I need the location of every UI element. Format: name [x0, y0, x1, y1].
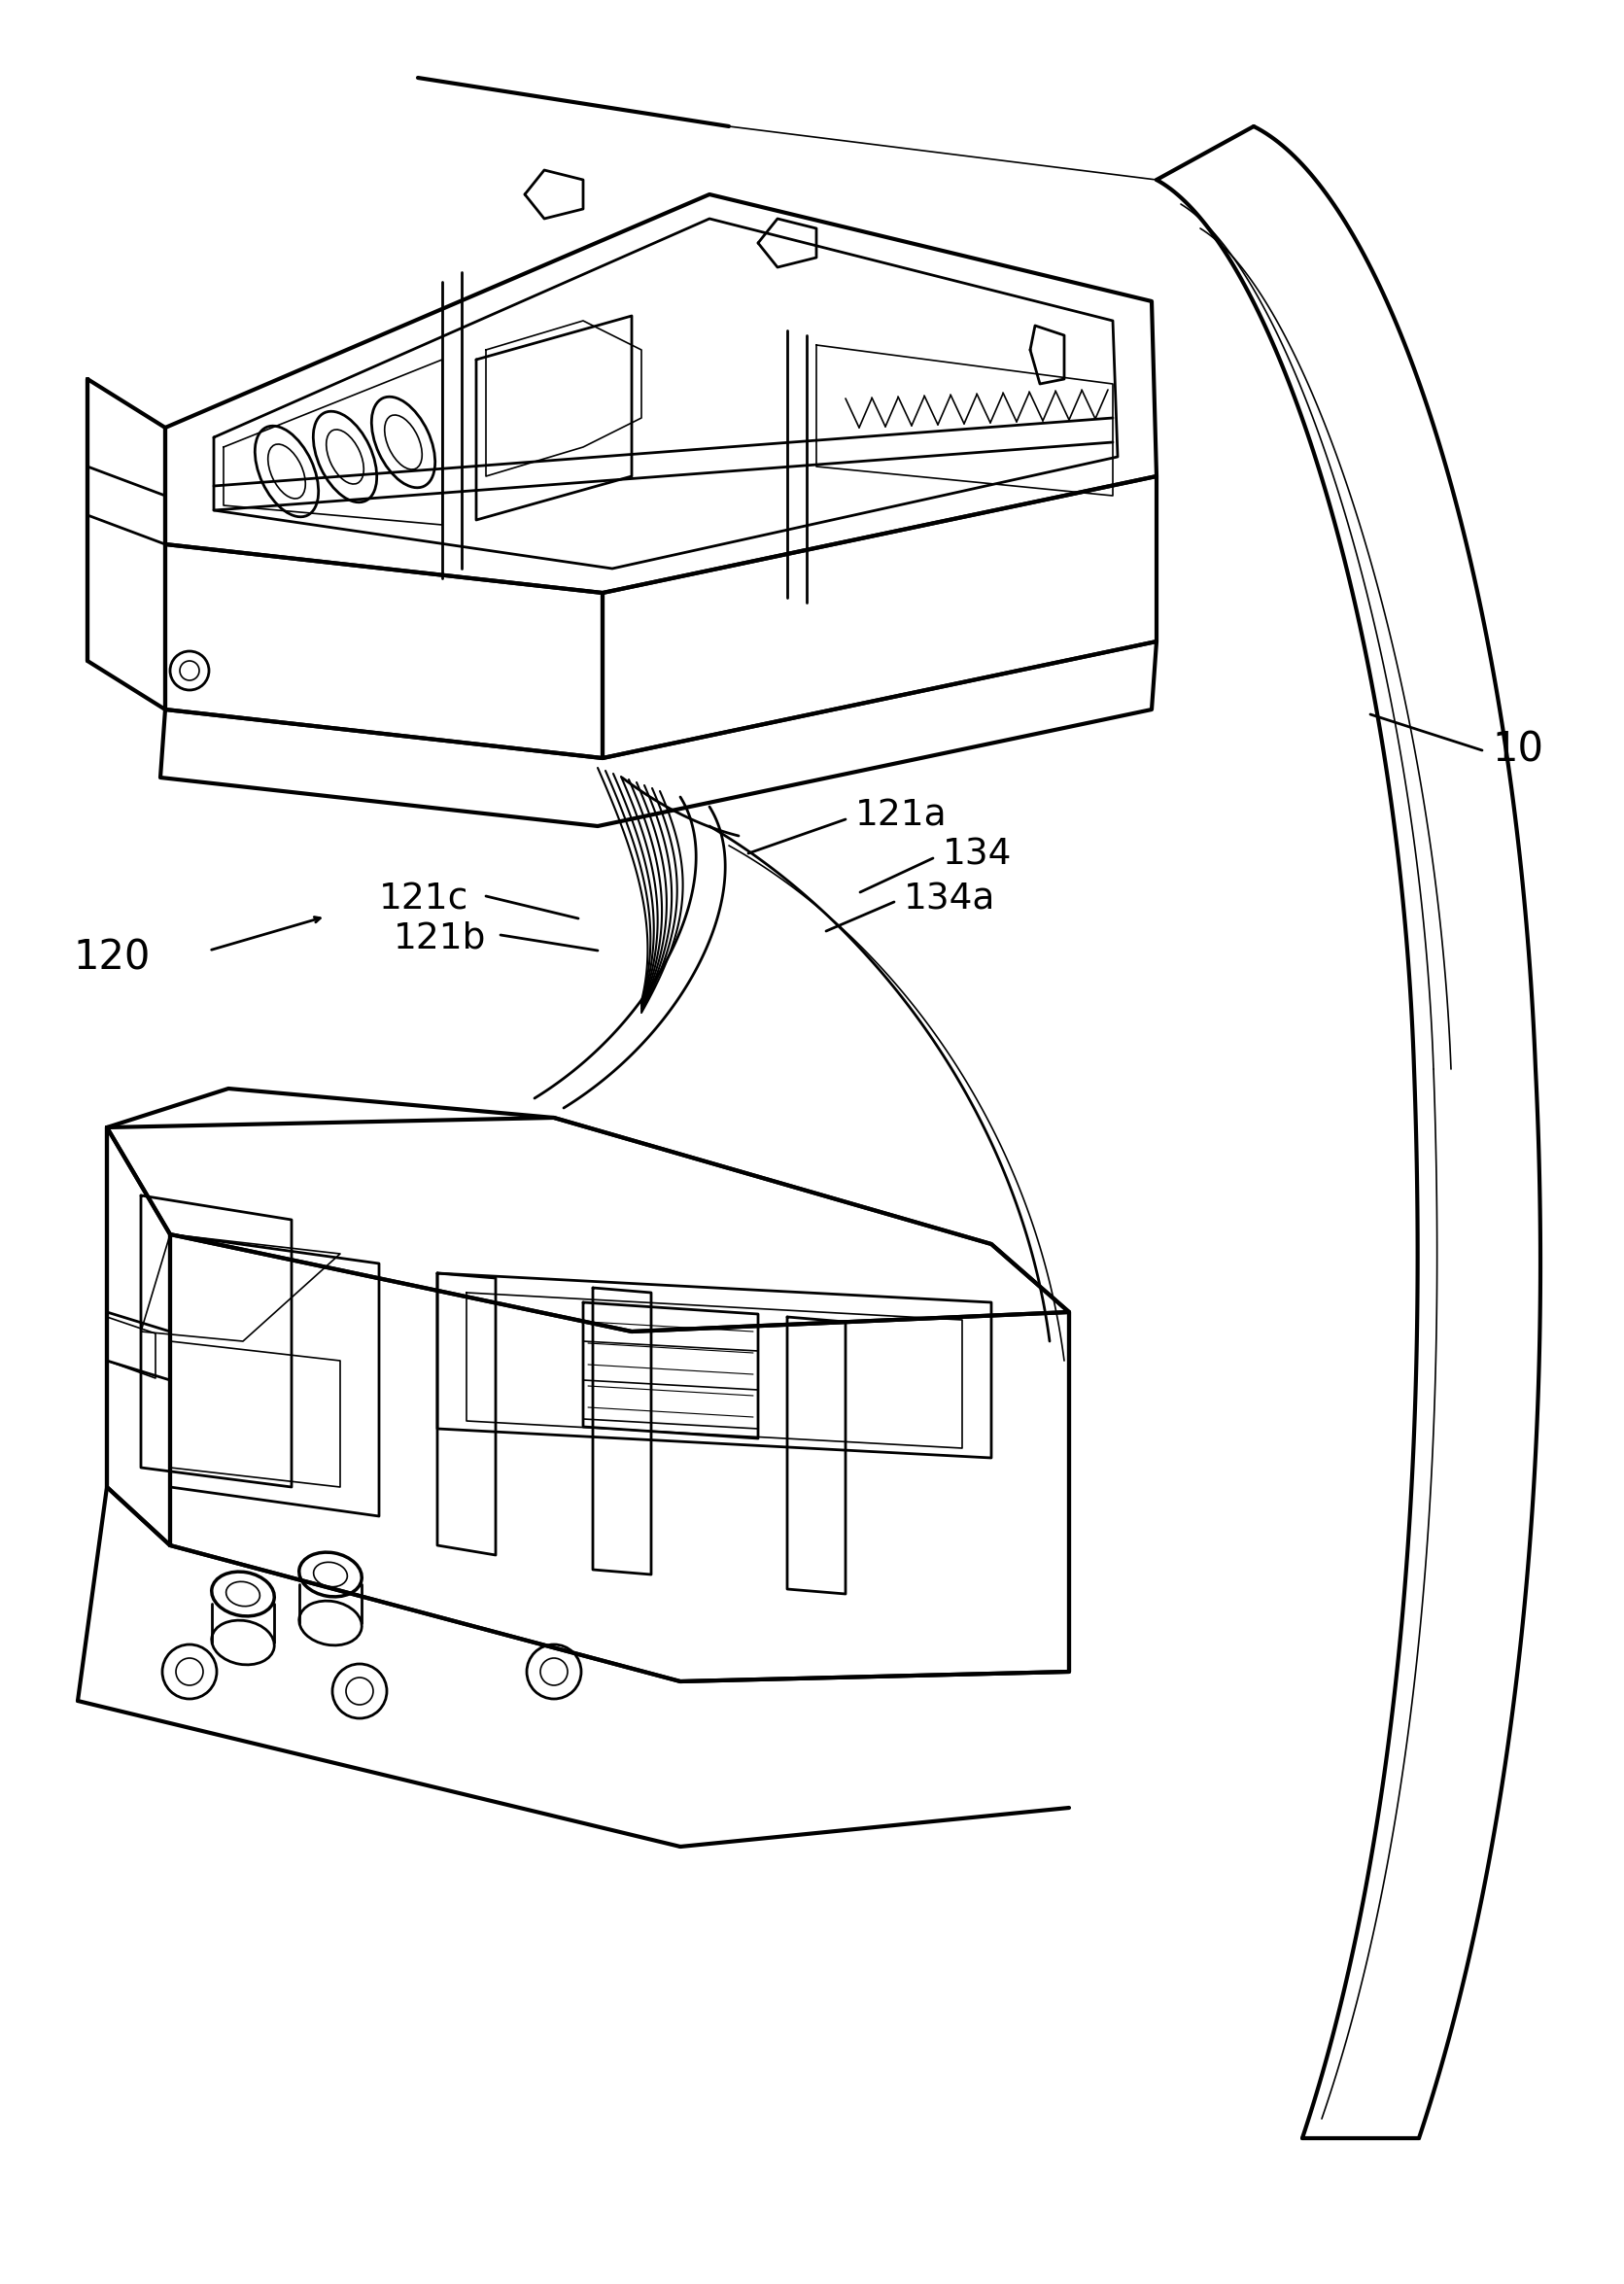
Text: 134: 134: [942, 838, 1012, 872]
Text: 120: 120: [73, 936, 151, 978]
Text: 134a: 134a: [905, 882, 996, 916]
Text: 121c: 121c: [378, 882, 469, 916]
Text: 121a: 121a: [856, 799, 947, 834]
Text: 10: 10: [1492, 731, 1543, 770]
Text: 121b: 121b: [393, 920, 486, 955]
